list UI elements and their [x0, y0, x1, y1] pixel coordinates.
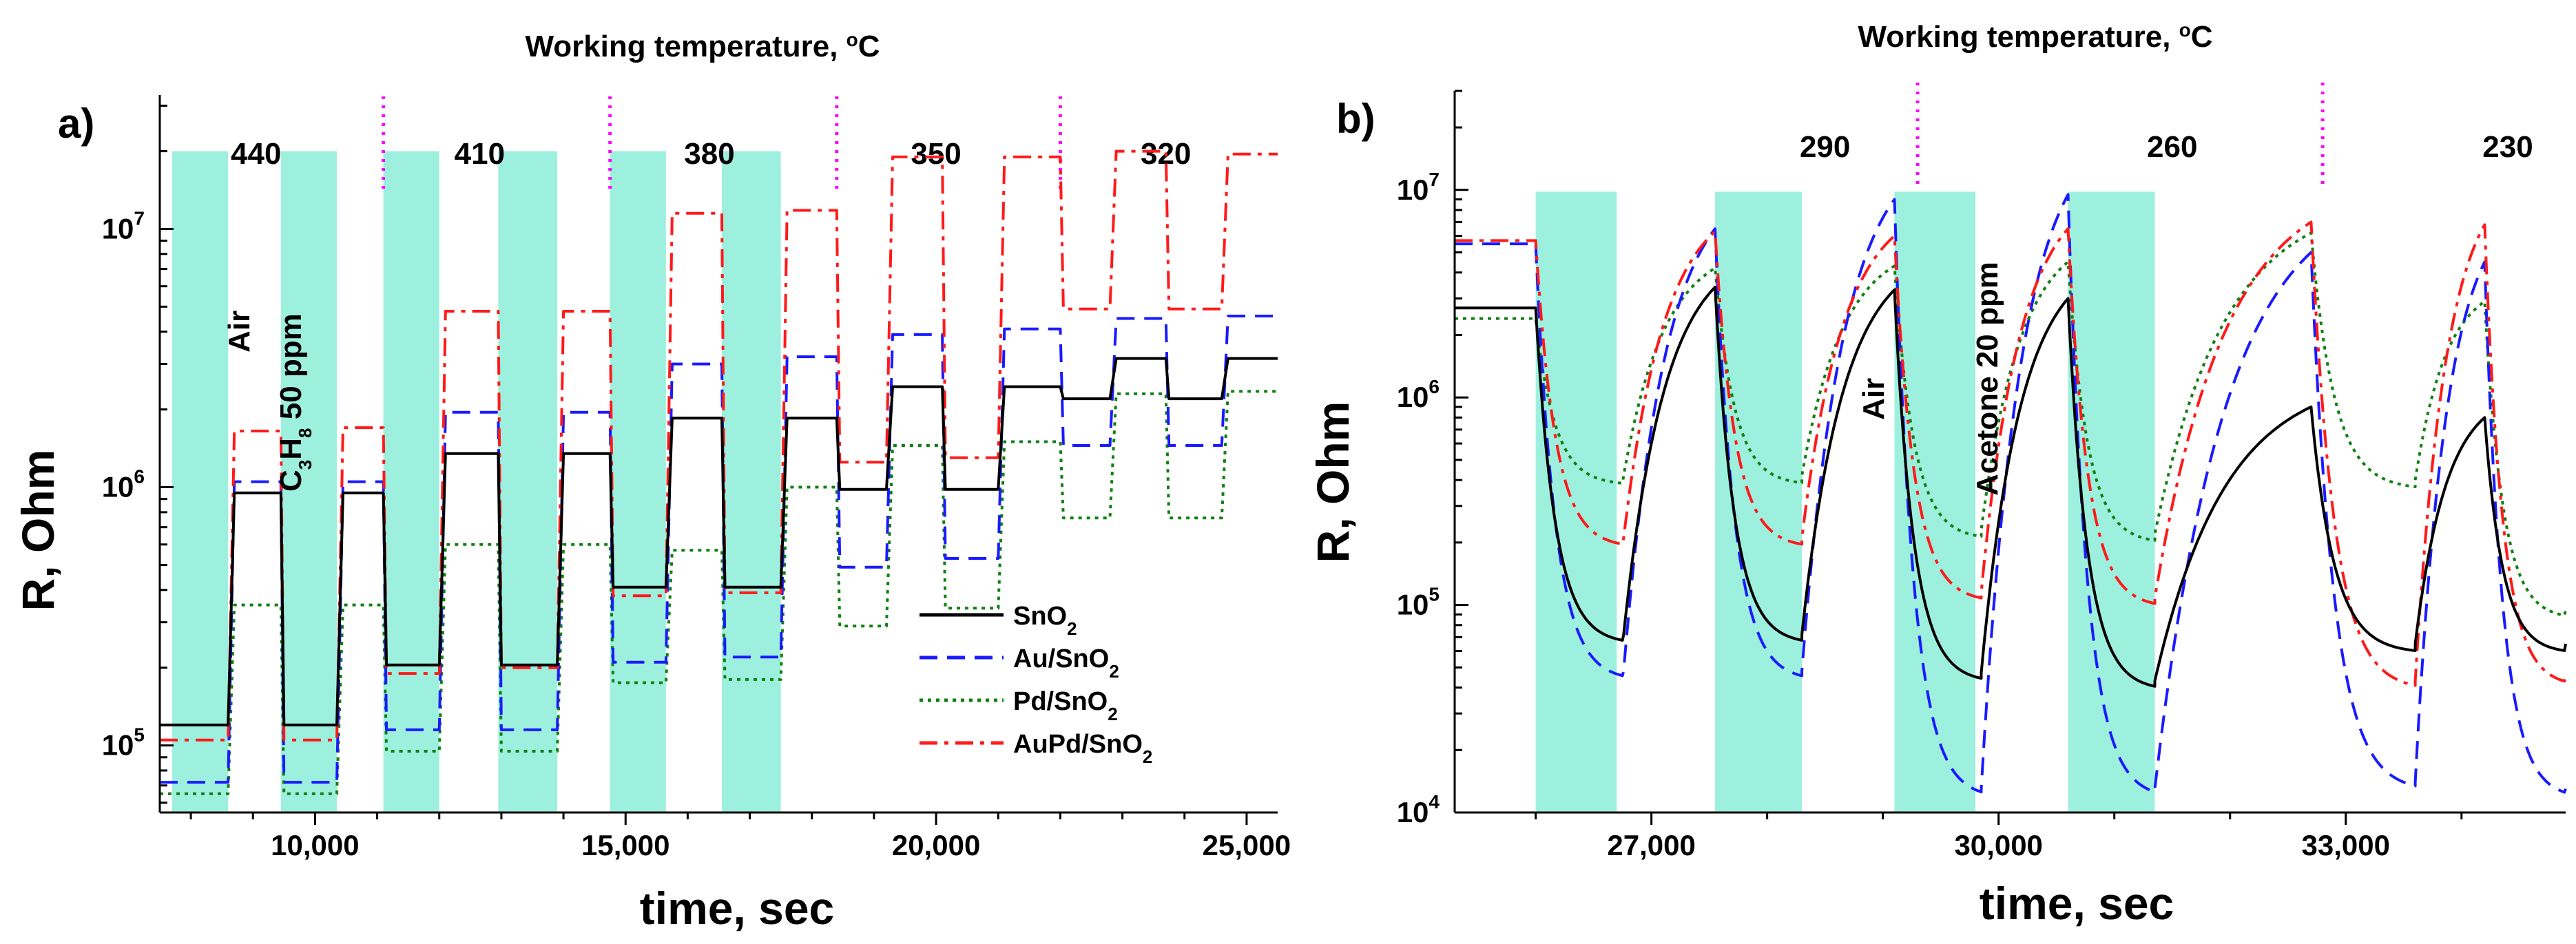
temperature-label-260: 260	[2147, 130, 2197, 164]
y-tick-label-1e7: 107	[102, 207, 145, 244]
gas-pulse-band-1	[1535, 191, 1617, 812]
series-line-pd-sno2	[160, 390, 1278, 795]
series-line-sno2	[1455, 286, 2567, 688]
panel-a-air-annotation: Air	[222, 311, 256, 353]
gas-pulse-band-2	[1715, 191, 1803, 812]
panel-b-title: Working temperature, oC	[1858, 19, 2212, 54]
panel-b-air-annotation: Air	[1857, 378, 1891, 420]
panel-b-gas-pulses	[1535, 191, 2155, 812]
series-line-pd-sno2	[1455, 231, 2567, 617]
y-tick-label-1e7: 107	[1397, 169, 1440, 206]
x-tick-label-30000: 30,000	[1954, 829, 2042, 861]
series-line-aupd-sno2	[160, 149, 1278, 742]
panel-a-gas-pulses	[172, 151, 781, 813]
panel-a-temperature-labels: 440 410 380 350 320	[231, 137, 1191, 171]
panel-b-y-axis-label: R, Ohm	[1307, 401, 1358, 563]
series-line-sno2	[160, 357, 1278, 726]
gas-pulse-band-2	[280, 151, 337, 813]
temperature-label-380: 380	[684, 137, 734, 171]
panel-a-label: a)	[58, 101, 94, 147]
legend-label-sno2: SnO2	[1013, 602, 1077, 639]
panel-a-axes: 105 106 107 10,000 15,000 20,000 25,000	[102, 95, 1291, 861]
legend-label-au-sno2: Au/SnO2	[1013, 644, 1119, 682]
gas-pulse-band-4	[498, 151, 558, 813]
y-tick-label-1e5: 105	[102, 724, 145, 762]
panel-b-label: b)	[1336, 96, 1375, 142]
y-tick-label-1e4: 104	[1397, 791, 1440, 828]
y-tick-label-1e6: 106	[102, 466, 145, 503]
panel-b: Working temperature, oC b) 290 260 230 104…	[1307, 19, 2567, 929]
legend-label-aupd-sno2: AuPd/SnO2	[1013, 730, 1152, 767]
x-tick-label-20000: 20,000	[892, 829, 980, 861]
temperature-label-350: 350	[911, 137, 961, 171]
panel-b-axes: 104 105 106 107 27,000 30,000 33,000	[1397, 90, 2566, 861]
series-line-au-sno2	[1455, 193, 2567, 794]
panel-a-gas-annotation: C3H8 50 ppm	[274, 313, 315, 492]
y-tick-label-1e6: 106	[1397, 376, 1440, 413]
series-line-aupd-sno2	[1455, 220, 2567, 687]
panel-a-temperature-switches	[382, 96, 1062, 195]
panel-b-gas-annotation: Acetone 20 ppm	[1971, 262, 2004, 496]
gas-pulse-band-5	[610, 151, 666, 813]
x-tick-label-25000: 25,000	[1203, 829, 1291, 861]
panel-a-series	[160, 149, 1278, 795]
temperature-label-290: 290	[1800, 130, 1850, 164]
panel-a: Working temperature, oC a) 440 410 380 350 3…	[12, 29, 1291, 934]
gas-pulse-band-3	[383, 151, 439, 813]
panel-a-y-axis-label: R, Ohm	[12, 450, 63, 611]
panel-b-x-axis-label: time, sec	[1980, 878, 2174, 929]
x-tick-label-27000: 27,000	[1607, 829, 1695, 861]
panel-a-title: Working temperature, oC	[525, 29, 880, 64]
gas-pulse-band-6	[722, 151, 781, 813]
temperature-label-440: 440	[231, 137, 281, 171]
panel-b-series	[1455, 193, 2567, 794]
legend: SnO2 Au/SnO2 Pd/SnO2 AuPd/SnO2	[920, 602, 1152, 767]
x-tick-label-33000: 33,000	[2302, 829, 2390, 861]
temperature-label-410: 410	[455, 137, 505, 171]
gas-pulse-band-1	[172, 151, 229, 813]
temperature-label-230: 230	[2482, 130, 2533, 164]
panel-a-x-axis-label: time, sec	[640, 883, 835, 934]
x-tick-label-10000: 10,000	[271, 829, 359, 861]
y-tick-label-1e5: 105	[1397, 584, 1440, 621]
x-tick-label-15000: 15,000	[581, 829, 669, 861]
panel-b-temperature-labels: 290 260 230	[1800, 130, 2533, 164]
legend-label-pd-sno2: Pd/SnO2	[1013, 687, 1118, 724]
panel-b-temperature-switches	[1915, 83, 2325, 187]
